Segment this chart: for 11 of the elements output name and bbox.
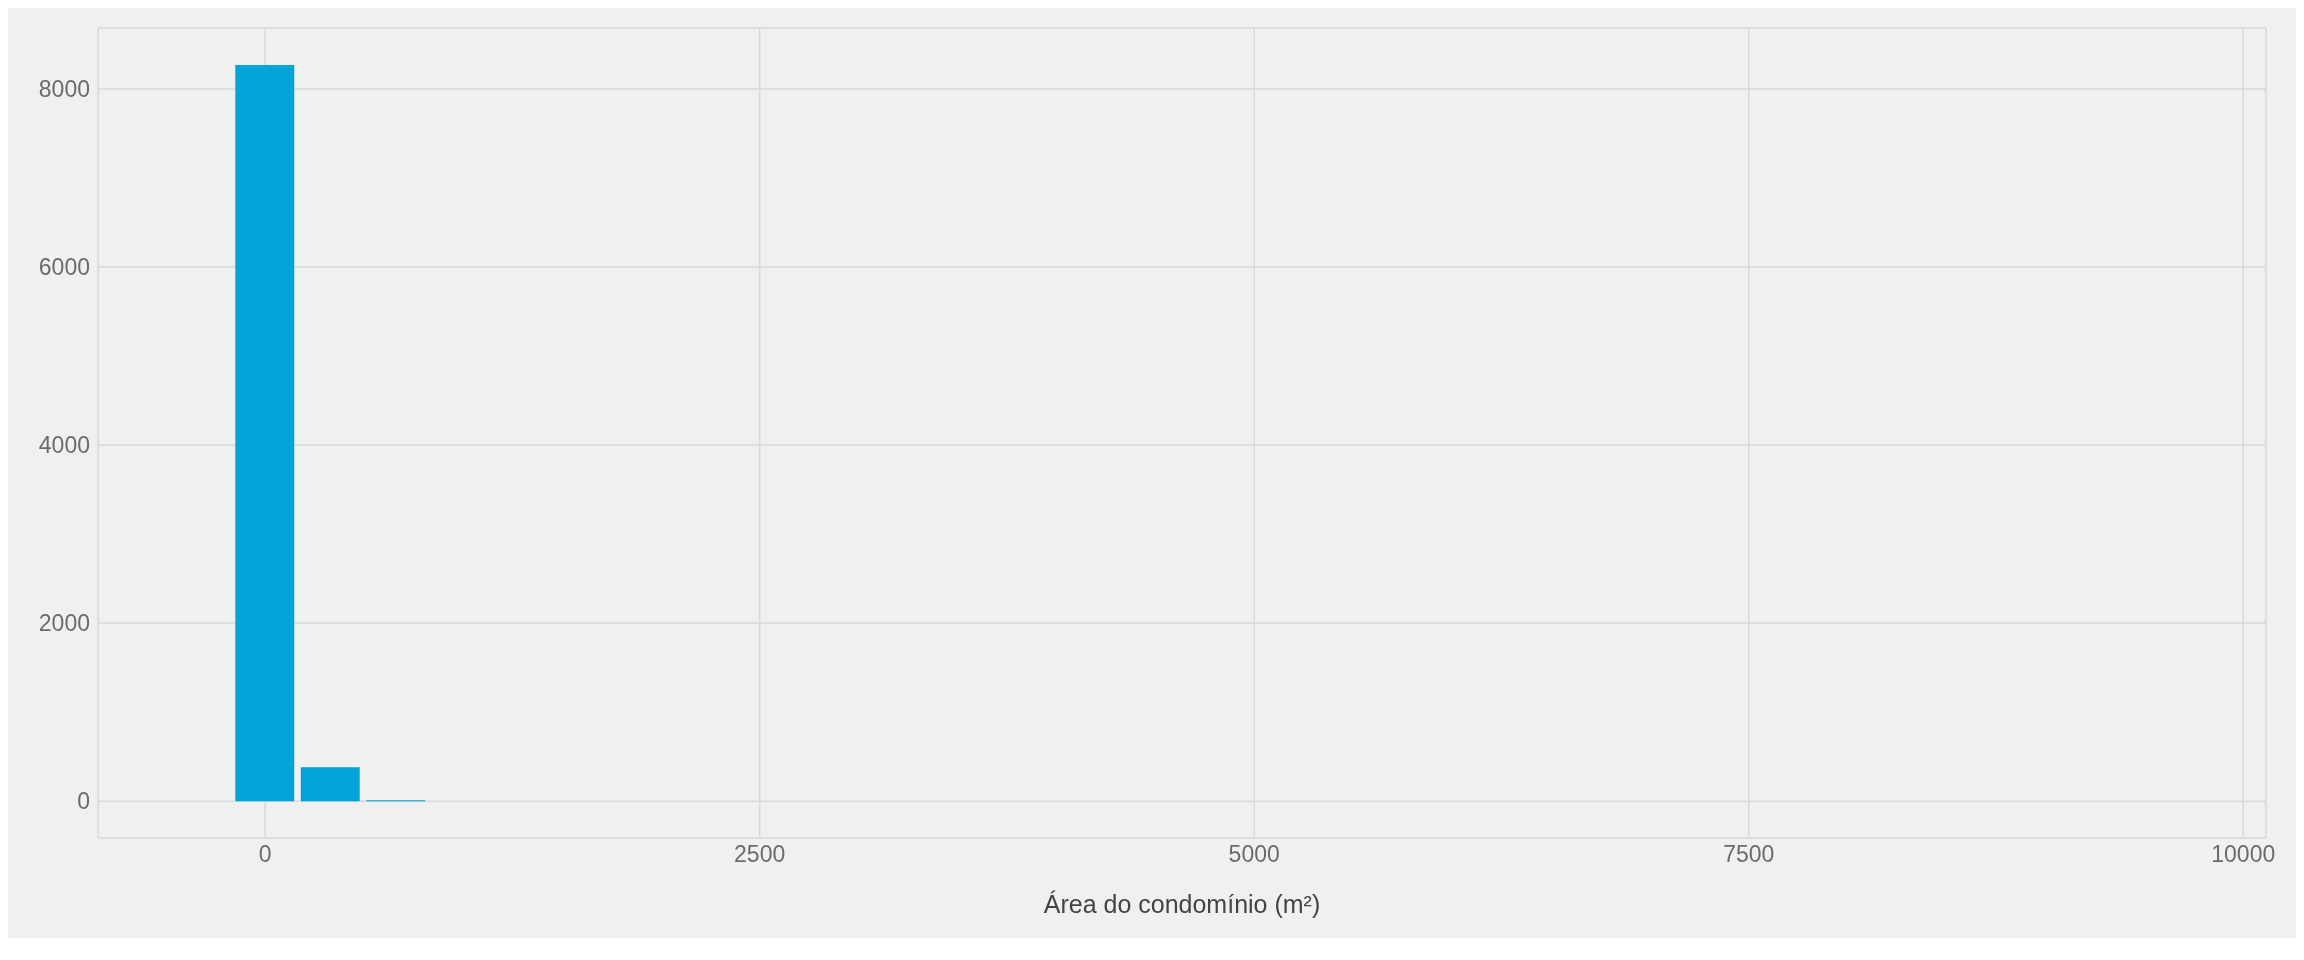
y-tick-label: 6000 — [38, 254, 90, 281]
x-tick-label: 7500 — [1723, 841, 1775, 868]
x-tick-label: 5000 — [1228, 841, 1280, 868]
y-tick-label: 0 — [77, 788, 90, 815]
x-tick-label: 10000 — [2211, 841, 2276, 868]
x-tick-label: 2500 — [734, 841, 786, 868]
y-tick-label: 8000 — [38, 76, 90, 103]
y-tick-label: 4000 — [38, 432, 90, 459]
x-tick-label: 0 — [258, 841, 272, 868]
x-axis-title: Área do condomínio (m²) — [1043, 890, 1321, 918]
y-tick-label: 2000 — [38, 610, 90, 637]
